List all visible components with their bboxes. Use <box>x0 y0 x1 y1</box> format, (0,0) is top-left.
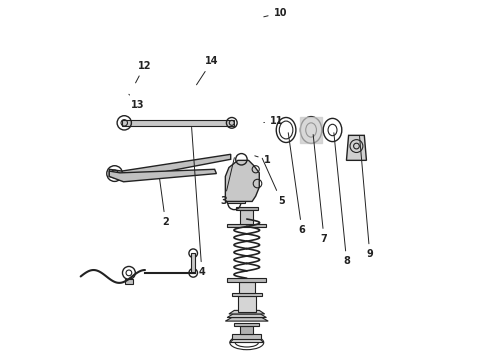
Polygon shape <box>109 154 231 180</box>
Text: 12: 12 <box>136 61 151 83</box>
Text: 8: 8 <box>334 133 350 266</box>
Text: 3: 3 <box>220 158 234 206</box>
Polygon shape <box>227 224 267 227</box>
Polygon shape <box>227 278 267 282</box>
Polygon shape <box>238 296 256 312</box>
Polygon shape <box>346 135 367 160</box>
Polygon shape <box>230 337 264 342</box>
Polygon shape <box>236 207 258 210</box>
Polygon shape <box>122 120 234 126</box>
Text: 5: 5 <box>262 158 285 206</box>
Polygon shape <box>239 282 255 293</box>
Polygon shape <box>191 253 196 273</box>
Polygon shape <box>241 210 253 224</box>
Polygon shape <box>225 160 259 202</box>
Text: 6: 6 <box>288 133 305 235</box>
Polygon shape <box>109 169 217 182</box>
Text: 14: 14 <box>196 57 219 85</box>
Text: 11: 11 <box>264 116 284 126</box>
Text: 2: 2 <box>160 179 169 227</box>
Text: 10: 10 <box>264 8 287 18</box>
Polygon shape <box>234 323 259 327</box>
Polygon shape <box>124 279 133 284</box>
Text: 7: 7 <box>313 135 327 244</box>
Polygon shape <box>227 200 245 203</box>
Text: 1: 1 <box>255 155 270 165</box>
Polygon shape <box>227 314 267 318</box>
Text: 9: 9 <box>360 136 373 259</box>
Text: 4: 4 <box>192 127 205 277</box>
Polygon shape <box>225 318 268 321</box>
Polygon shape <box>241 327 253 334</box>
Polygon shape <box>232 334 261 339</box>
Polygon shape <box>232 293 262 296</box>
Polygon shape <box>229 310 265 314</box>
Text: 13: 13 <box>129 94 144 110</box>
